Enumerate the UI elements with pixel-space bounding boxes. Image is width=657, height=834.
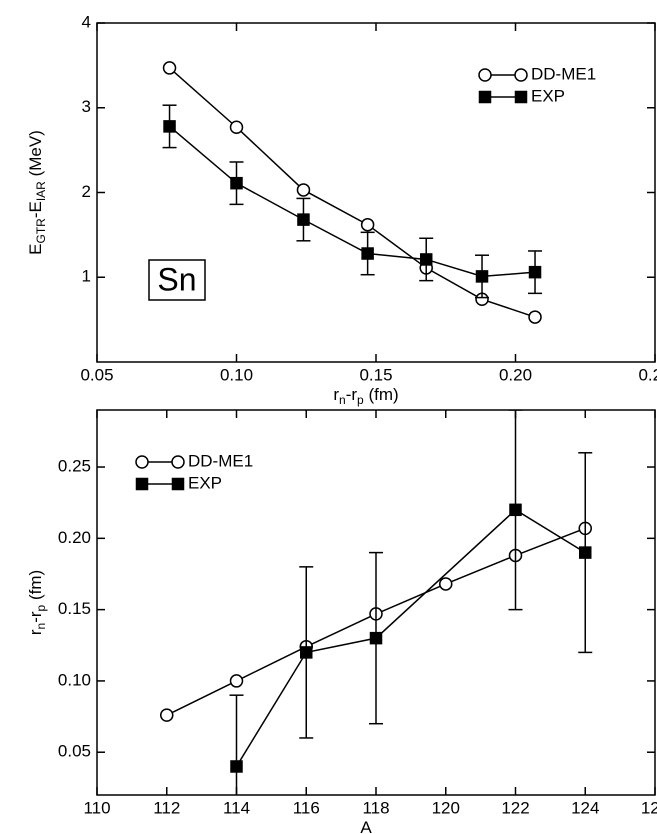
axis-label-part: E: [26, 244, 45, 255]
x-tick-label: 120: [432, 798, 460, 817]
point: [369, 631, 383, 645]
y-tick-label: 2: [82, 182, 91, 201]
y-tick-label: 0.15: [58, 599, 91, 618]
point: [160, 708, 174, 722]
axis-label-part: r: [333, 385, 339, 404]
x-tick-label: 0.25: [638, 365, 657, 384]
axis-label-part: -r: [346, 385, 358, 404]
axis-label: rn-rp (fm): [26, 570, 48, 635]
axis-label-subscript: p: [34, 604, 48, 611]
annotation-box: [148, 259, 206, 301]
point: [229, 120, 244, 134]
y-tick-label: 1: [82, 267, 91, 286]
x-tick-label: 124: [571, 798, 599, 817]
x-tick-label: 0.15: [359, 365, 392, 384]
point: [360, 217, 375, 232]
legend-label: EXP: [531, 86, 565, 105]
y-tick-label: 4: [82, 12, 91, 31]
point: [296, 183, 311, 197]
x-tick-label: 0.05: [80, 365, 113, 384]
legend-marker: [514, 68, 528, 82]
axis-label-subscript: IAR: [34, 181, 48, 201]
legend-marker: [514, 90, 528, 104]
axis-label-subscript: GTR: [34, 218, 48, 244]
axis-label: EGTR-EIAR (MeV): [26, 130, 48, 255]
point: [229, 674, 244, 688]
axis-label-part: (MeV): [26, 130, 45, 181]
y-tick-label: 0.10: [58, 670, 91, 689]
point: [579, 546, 592, 559]
axis-label-part: (fm): [26, 570, 45, 605]
legend-label: EXP: [188, 473, 222, 492]
point: [162, 61, 177, 75]
axis-label-part: -r: [26, 611, 45, 623]
point: [475, 270, 489, 283]
legend-marker: [478, 68, 492, 82]
axis-label-subscript: p: [357, 393, 364, 407]
legend-marker: [171, 477, 185, 491]
axis-label-part: (fm): [364, 385, 399, 404]
plot-area: [160, 410, 593, 795]
axis-label-part: -E: [26, 201, 45, 218]
axis-label-part: A: [360, 818, 372, 834]
plot-area: [162, 61, 543, 324]
x-tick-label: 112: [153, 798, 180, 817]
y-tick-label: 0.20: [58, 528, 91, 547]
point: [528, 310, 542, 324]
x-tick-label: 126: [641, 798, 657, 817]
axis-label: rn-rp (fm): [333, 385, 398, 407]
y-tick-label: 0.25: [58, 457, 91, 476]
legend-marker: [478, 90, 492, 104]
y-tick-label: 0.05: [58, 742, 91, 761]
point: [230, 760, 243, 773]
point: [163, 120, 176, 133]
legend-label: DD-ME1: [188, 451, 253, 470]
point: [297, 213, 310, 226]
point: [300, 646, 313, 659]
axis-label-subscript: n: [339, 393, 346, 407]
point: [361, 247, 374, 260]
axis-label-part: r: [26, 629, 45, 635]
legend-marker: [135, 477, 149, 491]
x-tick-label: 0.10: [220, 365, 253, 384]
x-tick-label: 110: [83, 798, 110, 817]
point: [230, 176, 243, 190]
legend-marker: [135, 455, 149, 469]
axis-label-subscript: n: [34, 623, 48, 630]
point: [419, 253, 433, 266]
annotation: Sn: [157, 261, 196, 297]
x-tick-label: 114: [223, 798, 250, 817]
y-tick-label: 3: [82, 97, 91, 116]
point: [439, 577, 453, 591]
series-line: [169, 125, 536, 278]
x-tick-label: 0.20: [499, 365, 532, 384]
point: [528, 265, 542, 279]
axis-label: A: [360, 818, 372, 834]
x-tick-label: 118: [362, 798, 389, 817]
x-tick-label: 116: [293, 798, 320, 817]
point: [509, 503, 522, 517]
x-tick-label: 122: [501, 798, 529, 817]
legend-marker: [171, 455, 185, 469]
legend-label: DD-ME1: [531, 64, 596, 83]
